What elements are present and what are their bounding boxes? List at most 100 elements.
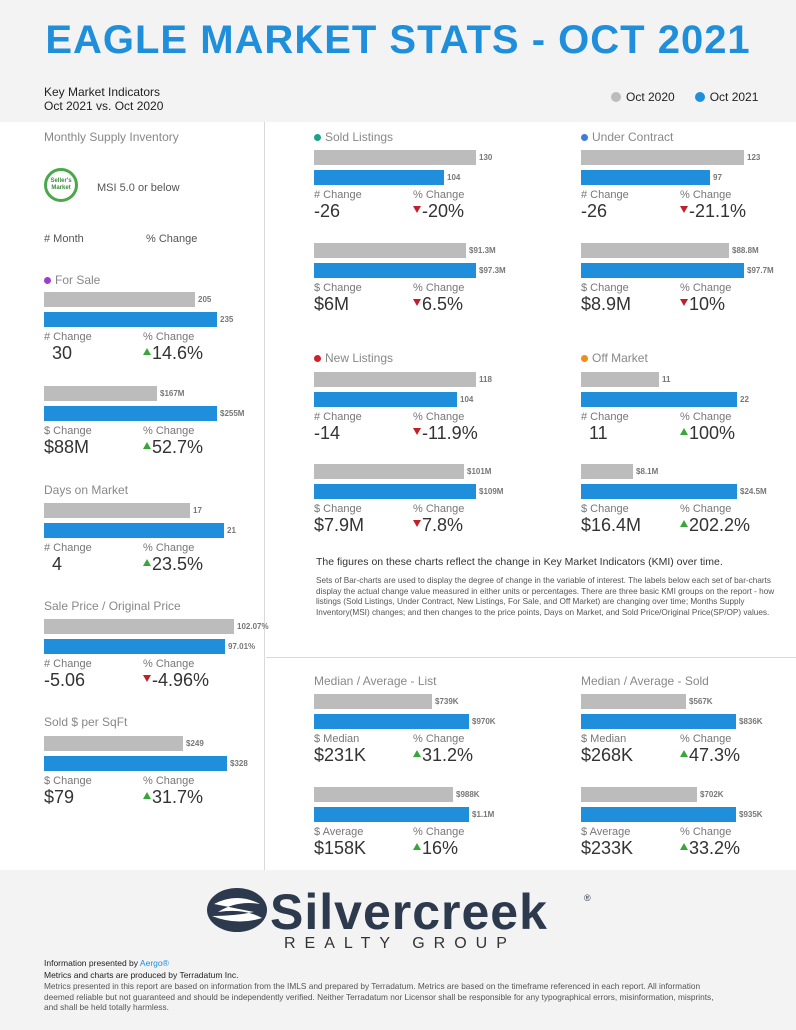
sqft-prev-bar-row: $249 [44,736,204,751]
sqft-prev-bar-label: $249 [186,739,204,748]
under-contract-title-text: Under Contract [592,130,674,144]
up-arrow-icon [143,792,151,799]
under-contract-dollars-change-value: $8.9M [581,294,632,314]
sold-units-caption-change: # Change [314,189,362,201]
under-contract-dollars-curr-bar-row: $97.7M [581,263,774,278]
msi-text: MSI 5.0 or below [97,182,180,194]
sold-dollars-prev-bar-label: $91.3M [469,246,496,255]
median-sold-median-change-value: $268K [581,745,634,765]
header-pct-change: % Change [146,233,198,245]
under-contract-dollars-prev-bar-row: $88.8M [581,243,759,258]
dom-change-value: 4 [52,554,63,574]
sold-units-curr-bar-label: 104 [447,173,461,182]
legend-curr-dot-icon [694,92,705,102]
median-list-title-text: Median / Average - List [314,674,437,688]
sellers-market-badge-icon: Seller's Market [44,168,78,202]
median-sold-median-pct-value: 47.3% [680,745,740,766]
legend-curr-label: Oct 2021 [709,90,759,104]
down-arrow-icon [680,206,688,213]
median-sold-median-prev-bar [581,694,686,709]
dom-pct-value: 23.5% [143,554,203,575]
new-listings-dollars-prev-bar-label: $101M [467,467,492,476]
for-sale-dollars-curr-bar-row: $255M [44,406,244,421]
up-arrow-icon [680,428,688,435]
new-listings-units-curr-bar-label: 104 [460,395,474,404]
sqft-pct-value: 31.7% [143,787,203,808]
logo-subtitle: REALTY GROUP [284,935,516,952]
median-sold-median-curr-bar [581,714,736,729]
median-list-average-prev-bar-row: $988K [314,787,480,802]
under-contract-units-change-value: -26 [581,201,608,221]
new-listings-dot-icon [314,354,321,362]
msi-title: Monthly Supply Inventory [44,130,179,144]
for-sale-units-caption-pct: % Change [143,331,195,343]
median-sold-average-curr-bar-row: $935K [581,807,763,822]
sold-dollars-change-value: $6M [314,294,350,314]
off-market-dollars-curr-bar [581,484,737,499]
new-listings-dollars-prev-bar [314,464,464,479]
sold-units-prev-bar [314,150,476,165]
legend-prev-label: Oct 2020 [626,90,675,104]
median-list-average-curr-bar-row: $1.1M [314,807,494,822]
new-listings-units-pct-text: -11.9% [422,423,478,443]
under-contract-units-curr-bar [581,170,710,185]
down-arrow-icon [413,428,421,435]
median-list-average-pct-value: 16% [413,838,458,859]
sp-op-curr-bar-label: 97.01% [228,642,256,651]
description-body: Sets of Bar-charts are used to display t… [316,576,775,617]
dom-caption-change: # Change [44,542,92,554]
sold-title-text: Sold Listings [325,130,394,144]
median-sold-average-prev-bar [581,787,697,802]
median-sold-average-caption-pct: % Change [680,826,732,838]
off-market-units-caption-change: # Change [581,411,629,423]
dom-prev-bar-row: 17 [44,503,202,518]
new-listings-units-change-value: -14 [314,423,341,443]
off-market-title: Off Market [581,351,648,365]
new-listings-dollars-curr-bar [314,484,476,499]
median-sold-median-caption-pct: % Change [680,733,732,745]
off-market-dollars-change-value: $16.4M [581,515,642,535]
sp-op-change-value: -5.06 [44,670,86,690]
off-market-dollars-prev-bar-label: $8.1M [636,467,659,476]
sold-dollars-curr-bar-row: $97.3M [314,263,506,278]
for-sale-dollars-curr-bar [44,406,217,421]
median-list-median-prev-bar-row: $739K [314,694,459,709]
sqft-curr-bar-row: $328 [44,756,248,771]
off-market-units-curr-bar [581,392,737,407]
for-sale-units-curr-bar-label: 235 [220,315,234,324]
for-sale-dollars-caption-pct: % Change [143,425,195,437]
median-sold-average-prev-bar-row: $702K [581,787,724,802]
sqft-title-text: Sold $ per SqFt [44,715,128,729]
down-arrow-icon [680,299,688,306]
up-arrow-icon [413,843,421,850]
silvercreek-logo-icon [207,888,267,932]
for-sale-dollars-prev-bar-label: $167M [160,389,185,398]
for-sale-units-pct-text: 14.6% [152,343,204,363]
up-arrow-icon [680,750,688,757]
logo-wordmark: Silvercreek [270,884,548,940]
under-contract-dollars-caption-pct: % Change [680,282,732,294]
median-sold-average-caption-change: $ Average [581,826,631,838]
under-contract-dollars-pct-value: 10% [680,294,725,315]
sqft-pct-text: 31.7% [152,787,204,807]
median-list-median-caption-change: $ Median [314,733,360,745]
sp-op-title-text: Sale Price / Original Price [44,599,181,613]
up-arrow-icon [680,520,688,527]
for-sale-units-prev-bar-label: 205 [198,295,212,304]
median-list-average-curr-bar [314,807,469,822]
off-market-units-prev-bar [581,372,659,387]
kmi-line1: Key Market Indicators [44,85,161,99]
under-contract-units-pct-value: -21.1% [680,201,746,222]
for-sale-title-text: For Sale [55,273,101,287]
median-sold-average-curr-bar [581,807,736,822]
for-sale-dollars-curr-bar-label: $255M [220,409,245,418]
for-sale-units-caption-change: # Change [44,331,92,343]
off-market-units-change-value: 11 [589,423,608,443]
new-listings-units-prev-bar [314,372,476,387]
aergo-link[interactable]: Aergo® [139,958,169,968]
under-contract-units-caption-pct: % Change [680,189,732,201]
new-listings-units-curr-bar [314,392,457,407]
for-sale-dot-icon [44,276,51,284]
sold-dollars-prev-bar-row: $91.3M [314,243,496,258]
dom-title: Days on Market [44,483,128,497]
